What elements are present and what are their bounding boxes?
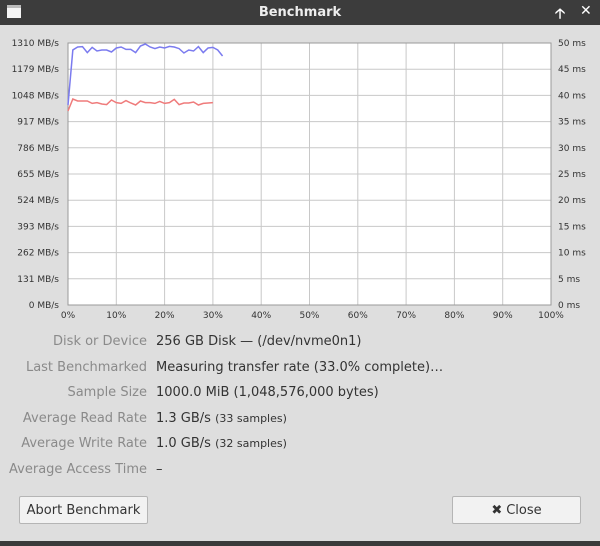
info-note: (32 samples) xyxy=(215,437,287,451)
window-icon xyxy=(7,5,21,18)
info-note: (33 samples) xyxy=(215,411,287,425)
x-tick-label: 30% xyxy=(203,311,223,321)
y-right-tick-label: 5 ms xyxy=(558,275,580,285)
y-right-tick-label: 20 ms xyxy=(558,196,586,206)
benchmark-chart: 0% 10% 20% 30% 40% 50% 60% 70% 80% 90% 100% 0 MB/s 0… xyxy=(12,39,587,321)
read-rate-line xyxy=(67,43,224,106)
info-label: Average Write Rate xyxy=(21,436,147,452)
y-left-tick-label: 0 MB/s xyxy=(29,301,60,311)
info-value-text: 1.3 GB/s xyxy=(156,410,211,426)
x-tick-label: 10% xyxy=(106,311,126,321)
y-left-tick-label: 655 MB/s xyxy=(17,170,59,180)
info-value: 1.0 GB/s (32 samples) xyxy=(156,436,287,451)
info-value: 1.3 GB/s (33 samples) xyxy=(156,411,287,426)
info-row: Last Benchmarked Measuring transfer rate… xyxy=(0,360,600,380)
y-right-tick-label: 0 ms xyxy=(558,301,580,311)
y-left-tick-label: 393 MB/s xyxy=(17,222,59,232)
maximize-arrow-up-icon[interactable]: 🡡 xyxy=(555,6,566,22)
info-row: Disk or Device 256 GB Disk — (/dev/nvme0… xyxy=(0,334,600,354)
info-value: 256 GB Disk — (/dev/nvme0n1) xyxy=(156,334,361,349)
y-left-tick-label: 524 MB/s xyxy=(17,196,59,206)
info-row: Average Write Rate 1.0 GB/s (32 samples) xyxy=(0,436,600,456)
x-tick-label: 100% xyxy=(538,311,564,321)
window-close-icon[interactable]: ✕ xyxy=(580,3,592,19)
close-label: Close xyxy=(506,502,542,518)
x-tick-label: 60% xyxy=(348,311,368,321)
x-tick-label: 50% xyxy=(299,311,319,321)
benchmark-dialog: 0% 10% 20% 30% 40% 50% 60% 70% 80% 90% 100% 0 MB/s 0… xyxy=(0,25,600,541)
y-right-tick-label: 25 ms xyxy=(558,170,586,180)
info-label: Average Access Time xyxy=(9,462,147,477)
info-row: Average Access Time – xyxy=(0,462,600,482)
info-row: Average Read Rate 1.3 GB/s (33 samples) xyxy=(0,411,600,431)
info-value: – xyxy=(156,462,163,477)
write-rate-line xyxy=(67,98,213,112)
info-label: Last Benchmarked xyxy=(25,359,147,375)
info-value-text: Measuring transfer rate (33.0% complete)… xyxy=(156,359,444,375)
info-row: Sample Size 1000.0 MiB (1,048,576,000 by… xyxy=(0,385,600,405)
x-tick-label: 0% xyxy=(61,311,76,321)
x-tick-label: 70% xyxy=(396,311,416,321)
y-left-tick-label: 1048 MB/s xyxy=(12,91,60,101)
y-right-tick-label: 15 ms xyxy=(558,222,586,232)
y-right-tick-label: 10 ms xyxy=(558,249,586,259)
y-left-tick-label: 1310 MB/s xyxy=(12,39,60,49)
y-left-tick-label: 262 MB/s xyxy=(17,249,59,259)
y-left-tick-label: 786 MB/s xyxy=(17,144,59,154)
x-tick-label: 40% xyxy=(251,311,271,321)
info-value: 1000.0 MiB (1,048,576,000 bytes) xyxy=(156,385,379,400)
info-value-text: 1000.0 MiB (1,048,576,000 bytes) xyxy=(156,385,379,401)
y-right-tick-label: 35 ms xyxy=(558,118,586,128)
close-x-icon: ✖ xyxy=(491,502,503,518)
abort-benchmark-button[interactable]: Abort Benchmark xyxy=(19,496,148,524)
y-left-tick-label: 917 MB/s xyxy=(17,118,59,128)
y-left-tick-label: 131 MB/s xyxy=(17,275,59,285)
y-right-tick-label: 50 ms xyxy=(558,39,586,49)
x-tick-label: 20% xyxy=(155,311,175,321)
y-right-tick-label: 40 ms xyxy=(558,91,586,101)
plot-border xyxy=(67,42,552,306)
y-right-tick-label: 30 ms xyxy=(558,144,586,154)
y-right-tick-label: 45 ms xyxy=(558,65,586,75)
title-bar: Benchmark 🡡 ✕ xyxy=(0,0,600,25)
close-button[interactable]: ✖ Close xyxy=(452,496,581,524)
info-label: Sample Size xyxy=(67,385,147,401)
info-value-text: – xyxy=(156,462,163,477)
info-value: Measuring transfer rate (33.0% complete)… xyxy=(156,360,443,375)
y-left-tick-label: 1179 MB/s xyxy=(12,65,60,75)
info-label: Average Read Rate xyxy=(22,410,147,426)
info-value-text: 256 GB Disk — (/dev/nvme0n1) xyxy=(156,334,362,349)
abort-label: Abort Benchmark xyxy=(26,502,141,518)
x-tick-label: 80% xyxy=(444,311,464,321)
window-title: Benchmark xyxy=(258,5,342,20)
info-label: Disk or Device xyxy=(53,334,147,349)
info-value-text: 1.0 GB/s xyxy=(156,436,211,452)
x-tick-label: 90% xyxy=(493,311,513,321)
